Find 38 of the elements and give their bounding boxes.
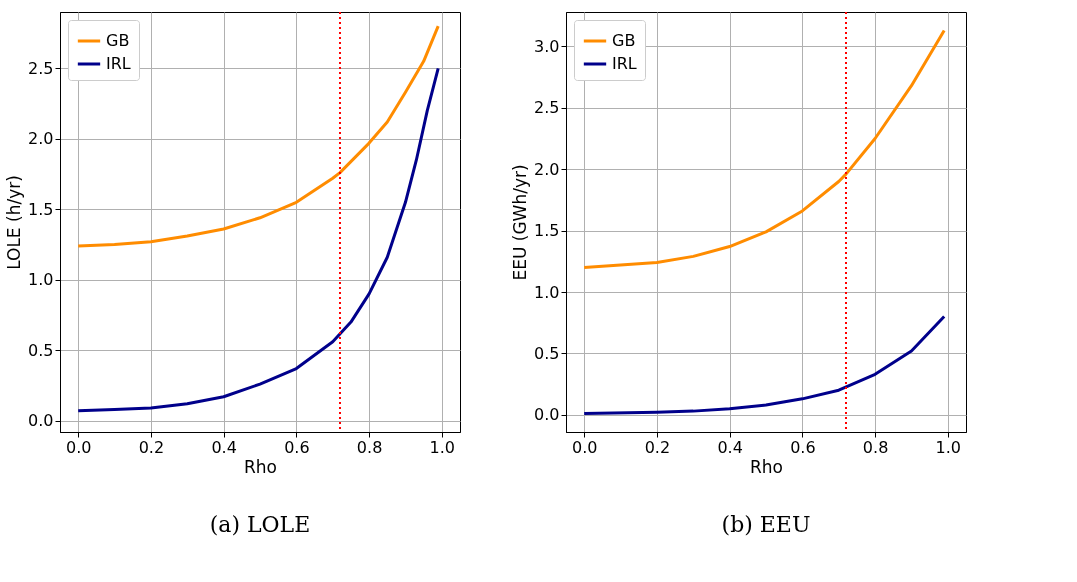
x-tick-label: 0.2 [138,437,165,457]
line-series [582,315,946,416]
x-tick-label: 0.8 [862,437,889,457]
x-tick-label: 0.0 [571,437,598,457]
y-tick-label: 0.0 [28,411,54,431]
y-tick-label: 2.5 [28,58,54,78]
y-tick-label: 3.0 [534,36,560,56]
legend-label: GB [612,31,636,50]
y-axis-title: LOLE (h/yr) [4,175,25,270]
y-tick-label: 2.0 [28,129,54,149]
x-tick-label: 0.6 [284,437,310,457]
y-axis-title: EEU (GWh/yr) [510,164,531,281]
x-tick-label: 0.4 [211,437,237,457]
y-tick-label: 1.0 [534,282,560,302]
text: (b) EEU [721,512,811,537]
y-tick-label: 1.5 [534,221,560,241]
y-tick-label: 2.5 [534,98,560,118]
y-tick-label: 0.5 [28,340,54,360]
x-axis-title: Rho [750,456,783,477]
y-tick-label: 2.0 [534,159,560,179]
x-tick-label: 0.6 [790,437,816,457]
legend-label: IRL [612,54,637,73]
text: (a) LOLE [209,512,311,537]
y-tick-label: 0.5 [534,343,560,363]
x-tick-label: 0.4 [717,437,743,457]
legend-label: GB [106,31,130,50]
y-tick-label: 0.0 [534,405,560,425]
x-tick-label: 0.8 [356,437,383,457]
x-tick-label: 0.0 [65,437,92,457]
y-tick-label: 1.0 [28,270,54,290]
y-tick-label: 1.5 [28,199,54,219]
line-series [582,28,946,269]
line-series [76,24,440,248]
x-tick-label: 1.0 [935,437,962,457]
x-tick-label: 1.0 [429,437,456,457]
x-tick-label: 0.2 [644,437,671,457]
legend-label: IRL [106,54,131,73]
x-axis-title: Rho [244,456,277,477]
